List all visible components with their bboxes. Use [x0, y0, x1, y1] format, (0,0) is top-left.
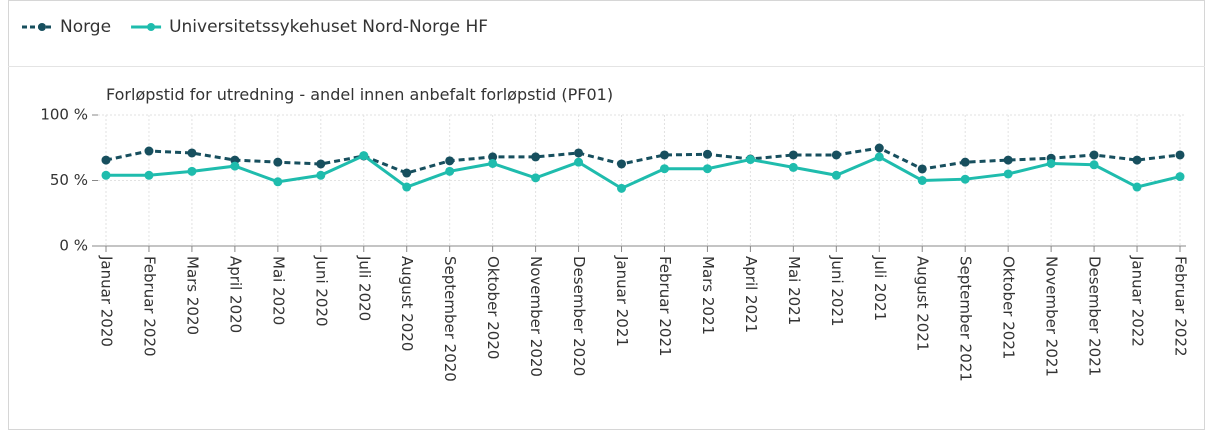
x-tick-label: November 2020 — [527, 256, 545, 377]
data-point — [316, 170, 326, 180]
data-point — [960, 157, 970, 167]
data-point — [144, 146, 154, 156]
data-point — [617, 159, 627, 169]
data-point — [273, 157, 283, 167]
x-tick-label: Januar 2022 — [1129, 255, 1147, 347]
legend-dot — [147, 23, 156, 31]
x-tick-label: April 2020 — [226, 256, 244, 333]
x-tick-label: September 2020 — [441, 256, 459, 382]
data-point — [445, 166, 455, 176]
x-tick-label: Desember 2021 — [1086, 256, 1104, 376]
data-point — [788, 150, 798, 160]
x-tick-label: Juli 2020 — [355, 255, 373, 321]
x-tick-label: November 2021 — [1043, 256, 1061, 377]
data-point — [702, 149, 712, 159]
series-line — [106, 153, 1181, 191]
x-tick-label: Februar 2021 — [656, 256, 674, 357]
x-tick-label: Januar 2021 — [613, 255, 631, 347]
data-point — [617, 183, 627, 193]
data-point — [1003, 169, 1013, 179]
data-point — [831, 150, 841, 160]
legend-dot — [38, 23, 46, 31]
data-point — [831, 170, 841, 180]
x-tick-label: April 2021 — [742, 256, 760, 333]
x-tick-label: Oktober 2020 — [484, 256, 502, 359]
series-line — [105, 146, 1181, 175]
data-point — [1175, 150, 1185, 160]
data-point — [488, 152, 498, 162]
data-point — [531, 173, 541, 183]
data-point — [1089, 150, 1099, 160]
data-point — [1046, 158, 1056, 168]
data-point — [702, 164, 712, 174]
chart-title: Forløpstid for utredning - andel innen a… — [106, 85, 613, 104]
data-point — [316, 159, 326, 169]
y-tick-label: 100 % — [40, 106, 88, 124]
x-tick-label: Oktober 2021 — [1000, 256, 1018, 359]
x-tick-label: Mai 2021 — [785, 256, 803, 325]
x-tick-label: Juni 2021 — [828, 255, 846, 327]
x-tick-label: Juli 2021 — [871, 255, 889, 321]
x-tick-label: Desember 2020 — [570, 256, 588, 376]
x-tick-label: Februar 2020 — [140, 256, 158, 357]
data-point — [531, 152, 541, 162]
frame — [8, 0, 1205, 430]
x-tick-label: August 2020 — [398, 256, 416, 351]
x-tick-label: Mars 2021 — [699, 256, 717, 335]
data-point — [917, 176, 927, 185]
x-tick-label: Februar 2022 — [1172, 256, 1190, 357]
data-point — [402, 168, 412, 178]
x-tick-label: Juni 2020 — [312, 255, 330, 327]
data-point — [101, 170, 111, 180]
x-tick-label: Januar 2020 — [98, 255, 116, 347]
data-point — [101, 155, 111, 165]
data-point — [402, 182, 412, 192]
data-point — [917, 164, 927, 174]
x-tick-label: Mars 2020 — [183, 256, 201, 335]
data-point — [273, 177, 283, 187]
data-point — [230, 161, 240, 171]
data-point — [788, 162, 798, 172]
data-point — [1175, 172, 1185, 182]
legend-label: Universitetssykehuset Nord-Norge HF — [169, 17, 488, 37]
data-point — [187, 148, 197, 158]
x-tick-label: September 2021 — [957, 256, 975, 382]
data-point — [874, 152, 884, 162]
data-point — [874, 143, 884, 153]
data-point — [187, 166, 197, 176]
data-point — [1089, 160, 1099, 170]
y-tick-label: 0 % — [59, 237, 88, 255]
data-point — [359, 151, 369, 161]
data-point — [1132, 182, 1142, 192]
data-point — [574, 157, 584, 167]
data-point — [144, 170, 154, 180]
data-point — [659, 150, 669, 160]
x-tick-label: Mai 2020 — [269, 256, 287, 325]
legend-label: Norge — [60, 17, 111, 37]
data-point — [1003, 155, 1013, 165]
data-point — [745, 155, 755, 165]
x-tick-label: August 2021 — [914, 256, 932, 351]
data-point — [574, 148, 584, 158]
data-point — [960, 174, 970, 184]
y-tick-label: 50 % — [50, 171, 88, 189]
data-point — [488, 158, 498, 168]
data-point — [1132, 155, 1142, 165]
data-point — [659, 164, 669, 174]
data-point — [445, 156, 455, 166]
